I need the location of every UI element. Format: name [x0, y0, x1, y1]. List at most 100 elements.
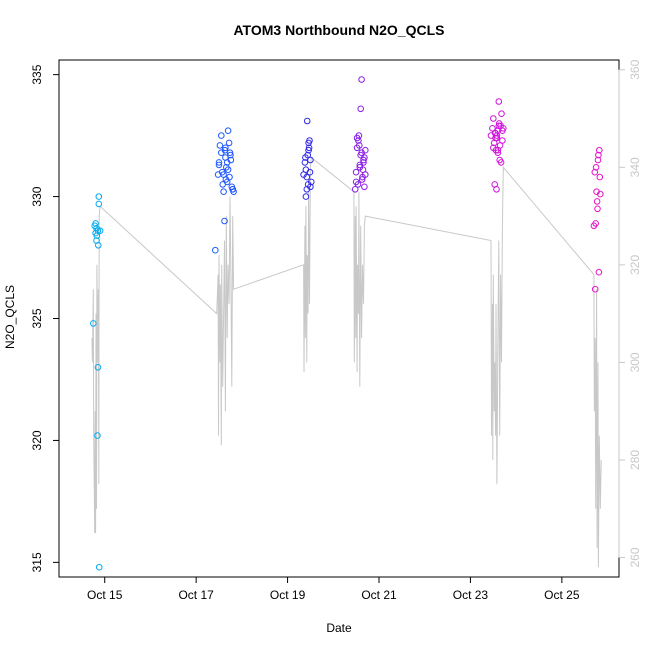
- data-point: [352, 178, 360, 186]
- x-axis: Oct 15 Oct 17 Oct 19 Oct 21 Oct 23 Oct 25: [87, 576, 580, 602]
- data-point: [493, 186, 500, 193]
- data-point: [224, 127, 232, 134]
- data-point: [595, 151, 602, 159]
- data-point: [229, 186, 236, 193]
- data-point: [307, 183, 314, 191]
- data-point: [303, 173, 311, 181]
- x-tick-label: Oct 15: [87, 588, 123, 602]
- flight-track-line: [91, 156, 602, 568]
- data-point: [222, 144, 229, 152]
- data-point: [595, 268, 603, 276]
- y-tick-label: 325: [30, 308, 44, 328]
- data-point: [497, 159, 505, 166]
- data-point: [495, 122, 503, 130]
- data-point: [597, 190, 604, 198]
- data-point: [352, 168, 360, 176]
- data-point: [223, 159, 231, 166]
- data-point: [360, 159, 367, 166]
- y2-tick-label: 300: [628, 352, 642, 372]
- data-point: [494, 146, 502, 154]
- data-point: [303, 117, 311, 125]
- data-point: [226, 149, 234, 156]
- y2-tick-label: 360: [628, 59, 642, 79]
- data-point: [356, 142, 363, 149]
- data-point: [220, 188, 227, 195]
- data-point: [90, 320, 97, 327]
- data-point: [361, 154, 368, 161]
- data-point: [94, 227, 102, 234]
- data-point: [215, 159, 223, 166]
- data-point: [92, 220, 99, 227]
- data-point: [94, 432, 101, 439]
- data-point: [596, 146, 603, 154]
- data-point: [492, 134, 499, 142]
- x-axis-label: Date: [326, 621, 352, 635]
- y-tick-label: 330: [30, 186, 44, 206]
- data-point: [351, 186, 359, 193]
- data-point: [361, 183, 368, 191]
- data-point: [594, 156, 602, 164]
- data-point: [94, 364, 102, 371]
- data-point: [358, 176, 366, 183]
- data-point: [307, 156, 314, 164]
- data-point: [489, 125, 496, 132]
- data-point: [306, 168, 314, 176]
- data-point: [592, 220, 600, 227]
- data-point: [596, 173, 604, 181]
- data-point: [95, 200, 103, 208]
- data-point: [498, 110, 505, 117]
- y-tick-label: 320: [30, 430, 44, 450]
- data-point: [593, 198, 601, 205]
- data-point: [305, 144, 313, 152]
- data-point: [93, 232, 101, 239]
- y2-tick-label: 260: [628, 547, 642, 567]
- data-point: [362, 171, 369, 178]
- data-point: [358, 149, 365, 156]
- data-point: [227, 151, 234, 159]
- data-points: [90, 76, 604, 571]
- chart-title: ATOM3 Northbound N2O_QCLS: [233, 22, 444, 38]
- flight-track-path: [91, 156, 602, 568]
- data-point: [215, 161, 223, 169]
- x-tick-label: Oct 25: [544, 588, 580, 602]
- y2-tick-label: 280: [628, 450, 642, 470]
- y2-tick-label: 340: [628, 157, 642, 177]
- x-tick-label: Oct 19: [270, 588, 306, 602]
- data-point: [357, 105, 365, 113]
- data-point: [218, 132, 225, 139]
- data-point: [95, 563, 103, 571]
- y2-tick-label: 320: [628, 255, 642, 275]
- x-tick-label: Oct 21: [361, 588, 397, 602]
- data-point: [495, 98, 503, 105]
- data-point: [494, 149, 502, 156]
- data-point: [95, 242, 102, 249]
- data-point: [592, 164, 600, 171]
- x-tick-label: Oct 23: [453, 588, 489, 602]
- data-point: [495, 120, 503, 127]
- data-point: [591, 285, 599, 293]
- data-point: [221, 146, 229, 154]
- data-point: [358, 76, 365, 83]
- data-point: [306, 137, 313, 144]
- y-axis-left: 315 320 325 330 335: [30, 64, 60, 572]
- data-point: [302, 154, 309, 161]
- data-point: [225, 139, 233, 147]
- y-axis-right: 260 280 300 320 340 360: [618, 59, 642, 568]
- data-point: [216, 142, 224, 149]
- y-axis-label: N2O_QCLS: [3, 285, 17, 349]
- x-tick-label: Oct 17: [178, 588, 214, 602]
- data-point: [224, 166, 232, 173]
- data-point: [353, 134, 361, 142]
- data-point: [499, 127, 506, 134]
- y-tick-label: 315: [30, 552, 44, 572]
- data-point: [219, 181, 226, 188]
- data-point: [490, 115, 497, 122]
- data-point: [95, 193, 103, 200]
- y-tick-label: 335: [30, 64, 44, 84]
- data-point: [305, 146, 312, 154]
- data-point: [302, 193, 310, 200]
- data-point: [212, 246, 219, 254]
- data-point: [301, 159, 309, 166]
